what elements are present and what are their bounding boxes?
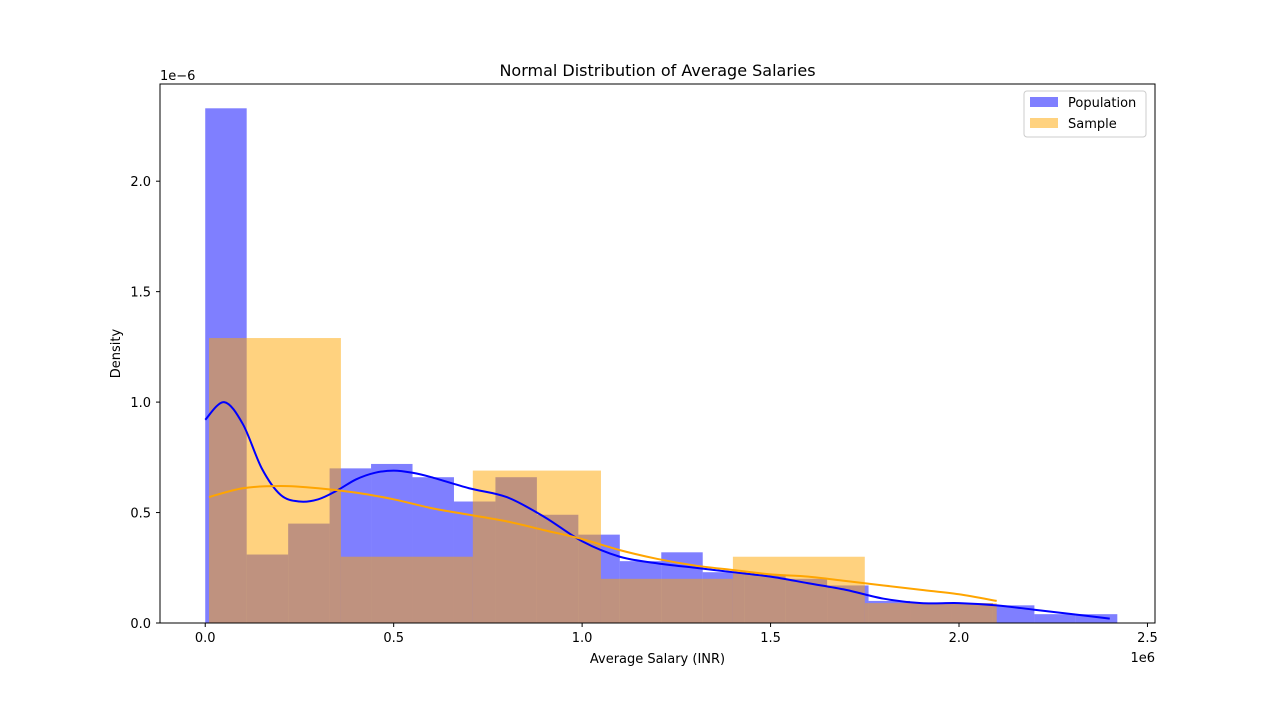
x-axis: 0.0 0.5 1.0 1.5 2.0 2.5 [195,623,1158,646]
population-bar [992,605,1035,623]
x-tick-label: 0.0 [195,631,216,646]
x-tick-label: 2.5 [1137,631,1158,646]
sample-bar [208,338,341,623]
x-tick-label: 1.5 [760,631,781,646]
axes-frame [159,83,1156,624]
legend: Population Sample [1023,90,1147,138]
chart-title: Normal Distribution of Average Salaries [499,61,815,80]
sample-bar [600,578,733,623]
y-tick-label: 1.5 [130,286,151,301]
population-bar [1075,614,1118,623]
y-axis-label: Density [109,328,124,378]
population-bar [1034,614,1076,623]
legend-swatch-sample [1030,118,1058,128]
kde-lines [204,401,1110,620]
sample-bar [340,556,473,623]
y-tick-label: 2.0 [130,175,151,190]
sample-kde-line [208,485,997,602]
x-offset-label: 1e6 [1130,651,1155,666]
x-tick-label: 0.5 [383,631,404,646]
legend-swatch-population [1030,97,1058,107]
x-tick-label: 2.0 [949,631,970,646]
y-tick-label: 1.0 [130,396,151,411]
legend-label-population: Population [1068,96,1136,111]
sample-bar [472,470,601,623]
x-axis-label: Average Salary (INR) [590,652,725,667]
plot-area [204,108,1118,623]
sample-bars [208,338,997,623]
y-axis: 0.0 0.5 1.0 1.5 2.0 [130,175,160,632]
population-kde-line [204,401,1110,620]
legend-label-sample: Sample [1068,117,1117,132]
y-tick-label: 0.5 [130,507,151,522]
y-offset-label: 1e−6 [160,69,195,84]
x-tick-label: 1.0 [572,631,593,646]
sample-bar [864,603,997,623]
y-tick-label: 0.0 [130,617,151,632]
